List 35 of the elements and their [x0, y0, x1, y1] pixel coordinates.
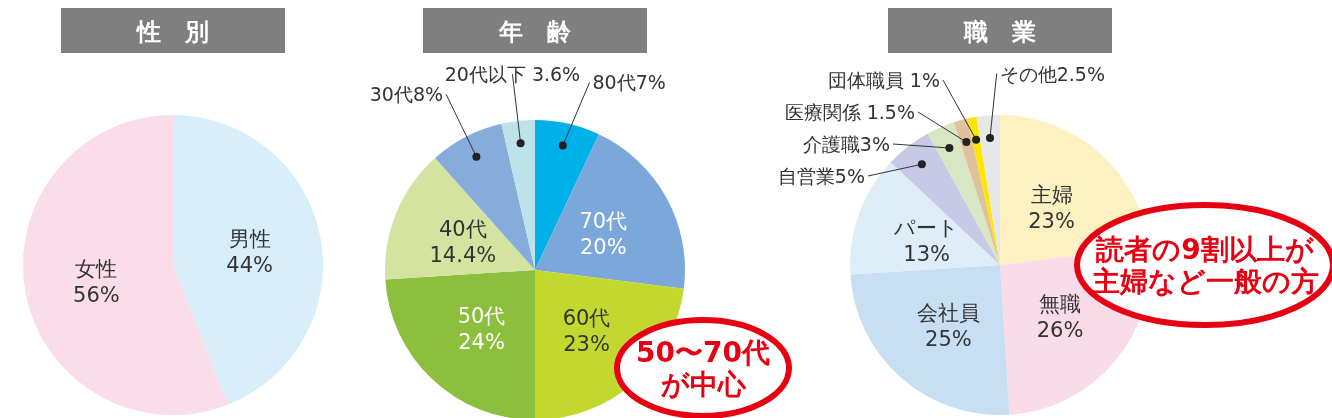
data-label: 44%: [226, 253, 273, 278]
data-label: 13%: [903, 241, 950, 266]
slice-label: 医療関係 1.5%: [784, 101, 915, 123]
slice-label: その他2.5%: [999, 62, 1105, 85]
text: 50〜70代: [636, 336, 770, 369]
slice-label: 介護職3%: [802, 133, 890, 155]
text: 主婦など一般の方: [1090, 265, 1319, 298]
slice-label: 団体職員 1%: [827, 69, 940, 91]
chart-title: 職 業: [963, 18, 1036, 46]
slice-label: 男性: [228, 227, 271, 252]
slice-label: 70代: [579, 209, 628, 234]
data-label: 25%: [925, 326, 972, 351]
data-label: 20%: [580, 235, 627, 260]
slice-label: 80代7%: [592, 71, 666, 94]
slice-label: パート: [893, 215, 960, 240]
text: 読者の9割以上が: [1095, 233, 1315, 266]
slice-label: 会社員: [916, 300, 980, 325]
data-label: 24%: [458, 329, 505, 354]
data-label: 26%: [1036, 317, 1084, 342]
data-label: 23%: [563, 331, 610, 356]
data-label: 14.4%: [429, 243, 497, 268]
chart-title: 性 別: [135, 18, 209, 46]
text: が中心: [660, 368, 747, 401]
data-label: 23%: [1028, 209, 1075, 234]
slice-label: 60代: [562, 305, 611, 330]
slice-label: 自営業5%: [777, 165, 865, 187]
slice-label: 20代以下 3.6%: [444, 63, 581, 86]
slice-label: 女性: [75, 256, 118, 281]
slice-label: 主婦: [1030, 183, 1073, 208]
slice-label: 40代: [438, 217, 487, 242]
slice-label: 無職: [1039, 291, 1082, 316]
chart-title: 年 齢: [498, 18, 572, 46]
data-label: 56%: [73, 282, 120, 307]
slice-label: 30代8%: [369, 83, 444, 106]
slice-label: 50代: [457, 303, 506, 328]
